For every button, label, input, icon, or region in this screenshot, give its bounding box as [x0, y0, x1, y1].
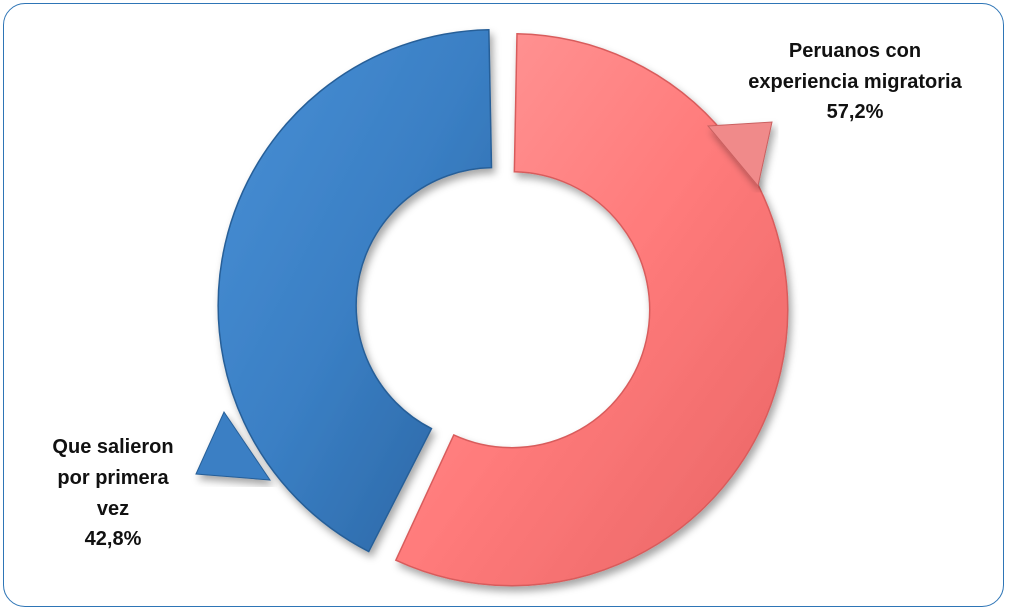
slice-label-peruanos-line2: experiencia migratoria	[748, 71, 962, 93]
slice-value-peruanos: 57,2%	[827, 101, 884, 123]
slice-value-primera: 42,8%	[85, 528, 142, 550]
slice-que-salieron-por-primera-vez	[217, 28, 493, 553]
callouts-layer	[195, 121, 773, 481]
callout-pointer-peruanos	[706, 121, 773, 188]
slice-label-primera-line1: Que salieron	[52, 436, 173, 458]
slices-layer	[217, 28, 789, 587]
slice-label-peruanos-line1: Peruanos con	[789, 40, 921, 62]
callout-pointer-primera	[195, 410, 271, 481]
slice-label-primera-line2: por primera	[57, 467, 169, 489]
slice-label-primera-line3: vez	[97, 498, 129, 520]
labels-layer: Peruanos con experiencia migratoria 57,2…	[52, 40, 962, 550]
